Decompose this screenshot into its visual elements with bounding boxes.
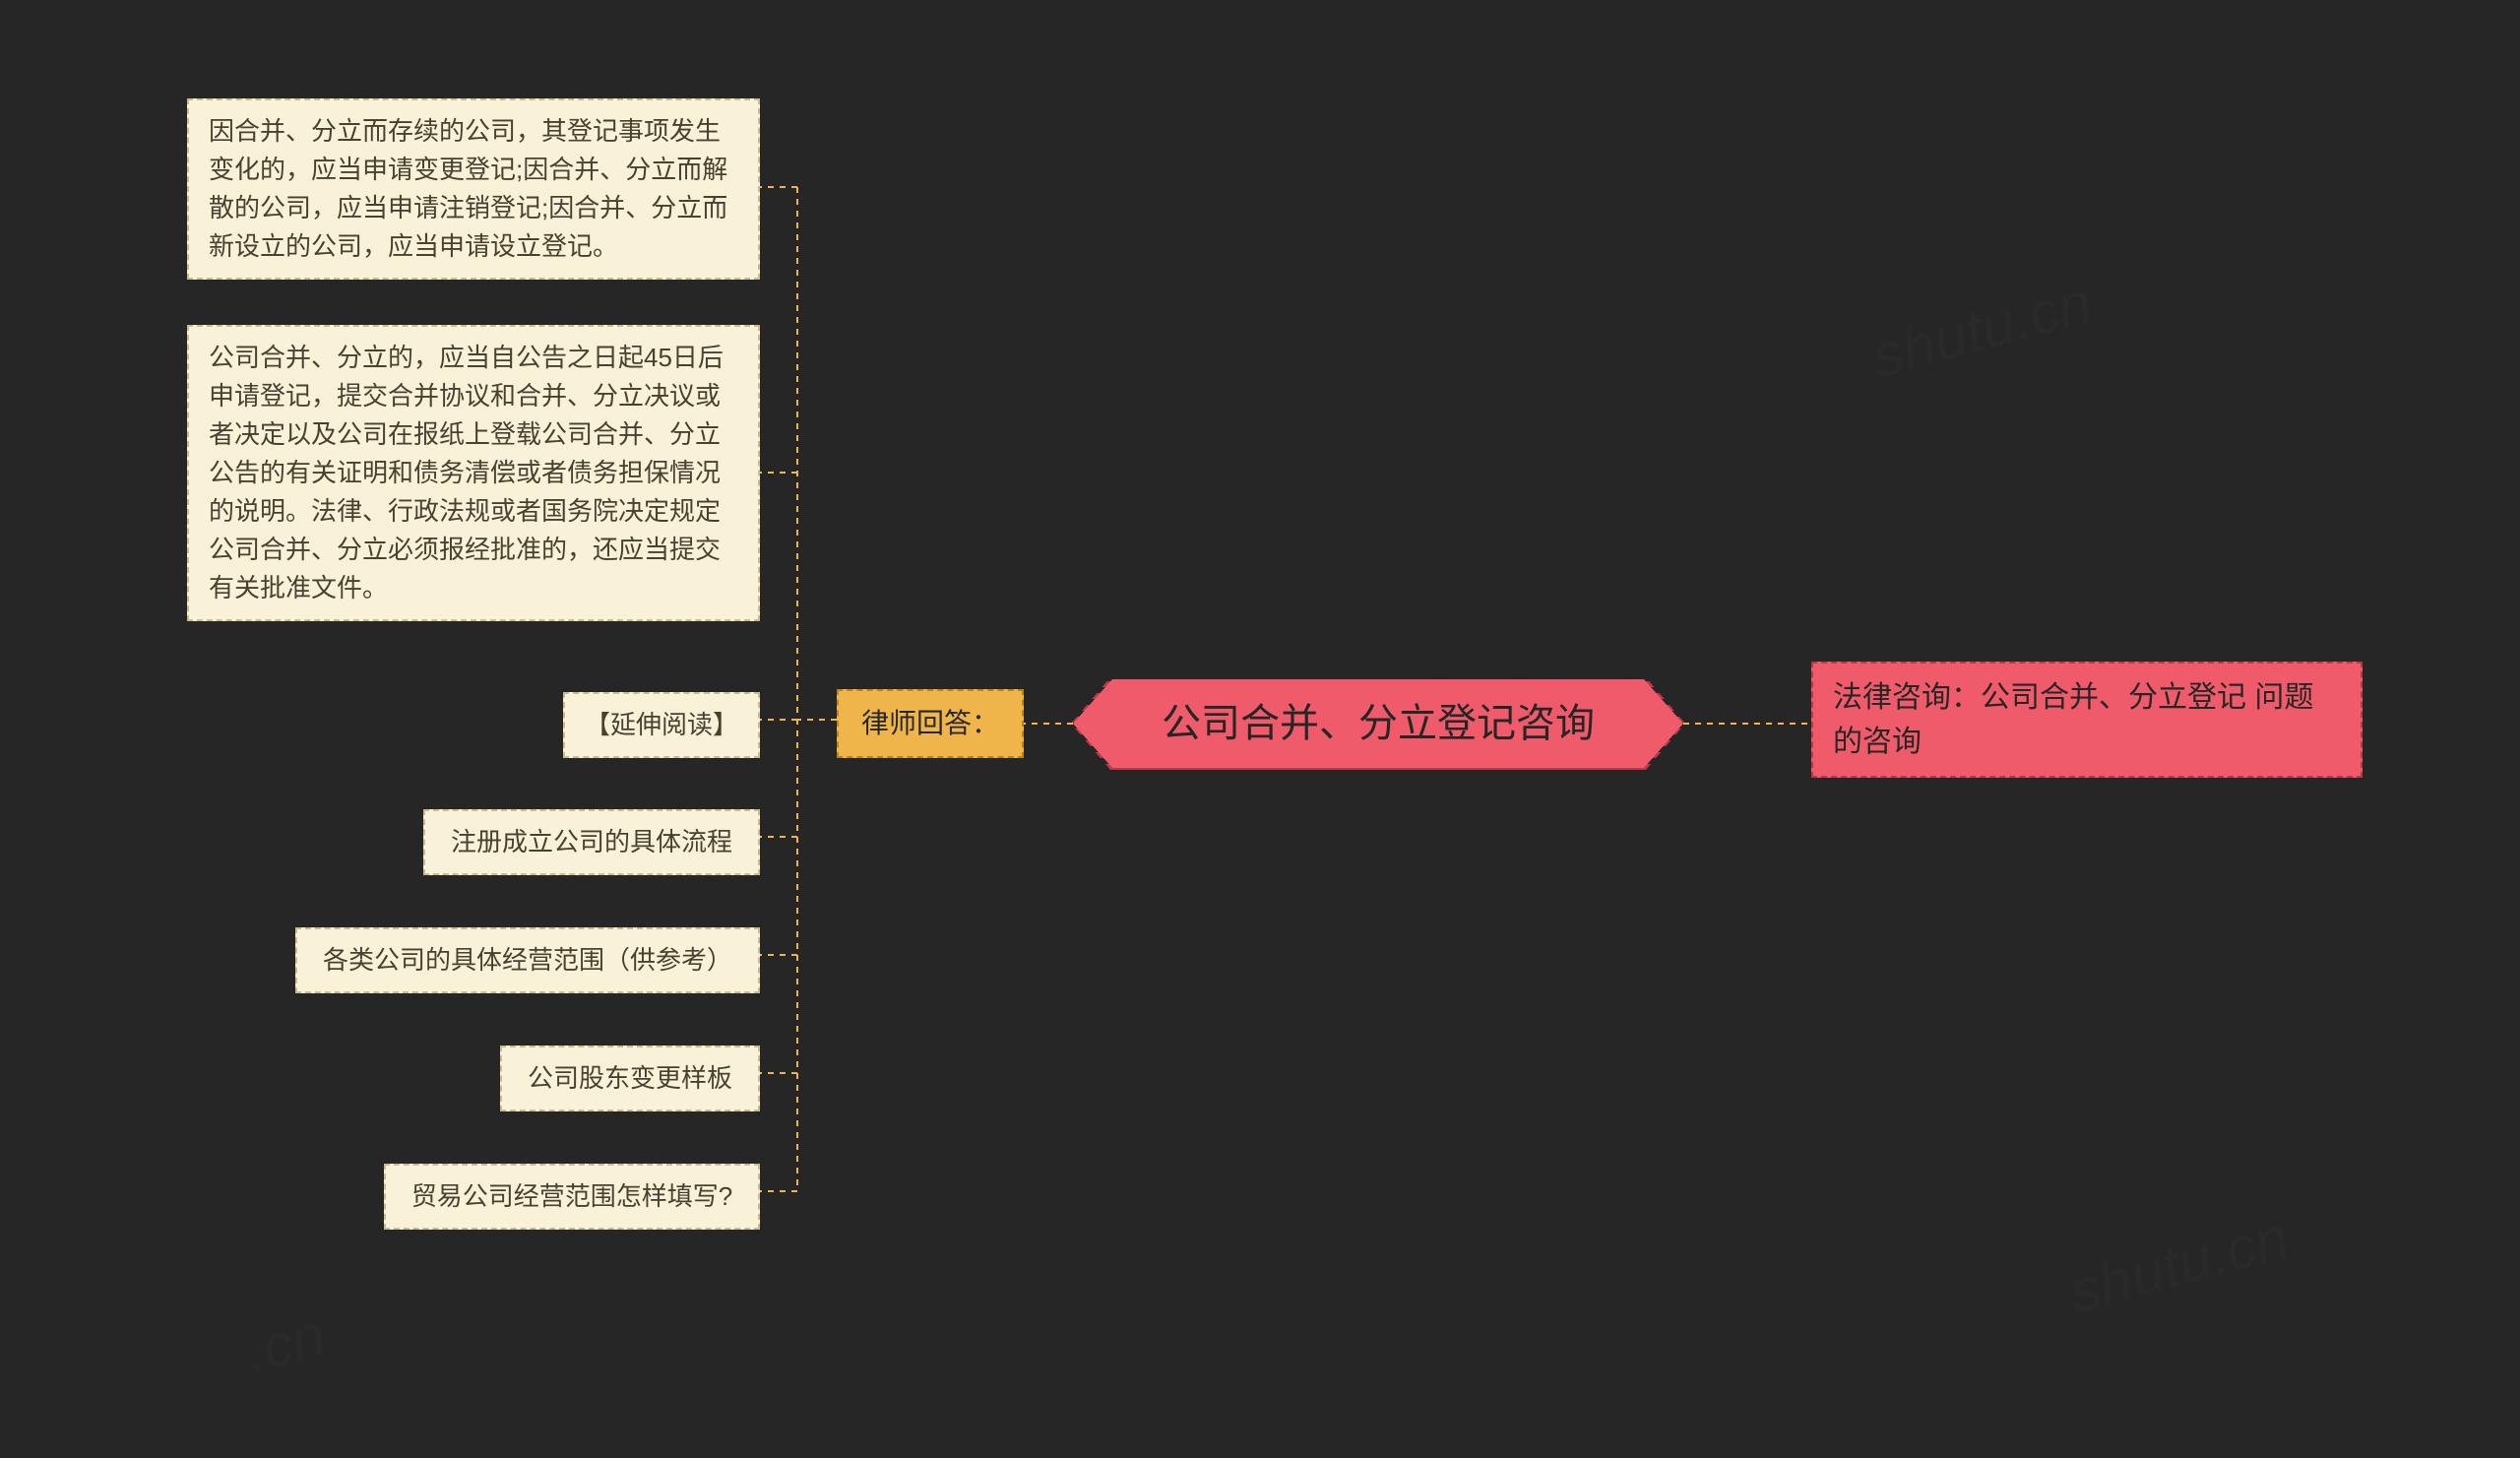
child-node-2[interactable]: 公司合并、分立的，应当自公告之日起45日后申请登记，提交合并协议和合并、分立决议… (187, 325, 760, 621)
mindmap-canvas: 公司合并、分立登记咨询 法律咨询：公司合并、分立登记 问题的咨询 律师回答： 因… (0, 0, 2520, 1458)
watermark: shutu.cn (2062, 1203, 2296, 1326)
child-node-5[interactable]: 各类公司的具体经营范围（供参考） (295, 927, 760, 993)
child-node-7-label: 贸易公司经营范围怎样填写? (411, 1181, 732, 1211)
child-node-3[interactable]: 【延伸阅读】 (563, 692, 760, 758)
child-node-6-label: 公司股东变更样板 (528, 1063, 732, 1093)
watermark: shutu.cn (1865, 268, 2099, 391)
child-node-7[interactable]: 贸易公司经营范围怎样填写? (384, 1164, 760, 1230)
left-hub-label: 律师回答： (861, 708, 999, 738)
watermark: .cn (238, 1300, 332, 1386)
child-node-1[interactable]: 因合并、分立而存续的公司，其登记事项发生变化的，应当申请变更登记;因合并、分立而… (187, 98, 760, 280)
center-node-wrap: 公司合并、分立登记咨询 (1073, 679, 1683, 768)
child-node-2-label: 公司合并、分立的，应当自公告之日起45日后申请登记，提交合并协议和合并、分立决议… (209, 343, 724, 602)
child-node-1-label: 因合并、分立而存续的公司，其登记事项发生变化的，应当申请变更登记;因合并、分立而… (209, 116, 727, 261)
child-node-4[interactable]: 注册成立公司的具体流程 (423, 809, 760, 875)
center-node-label: 公司合并、分立登记咨询 (1162, 694, 1595, 753)
right-branch-node[interactable]: 法律咨询：公司合并、分立登记 问题的咨询 (1811, 662, 2362, 778)
child-node-3-label: 【延伸阅读】 (585, 710, 738, 739)
child-node-5-label: 各类公司的具体经营范围（供参考） (323, 945, 732, 975)
child-node-6[interactable]: 公司股东变更样板 (500, 1046, 760, 1111)
center-node[interactable]: 公司合并、分立登记咨询 (1073, 679, 1683, 768)
child-node-4-label: 注册成立公司的具体流程 (451, 827, 732, 856)
left-hub-node[interactable]: 律师回答： (837, 689, 1024, 758)
right-branch-label: 法律咨询：公司合并、分立登记 问题的咨询 (1833, 681, 2313, 758)
